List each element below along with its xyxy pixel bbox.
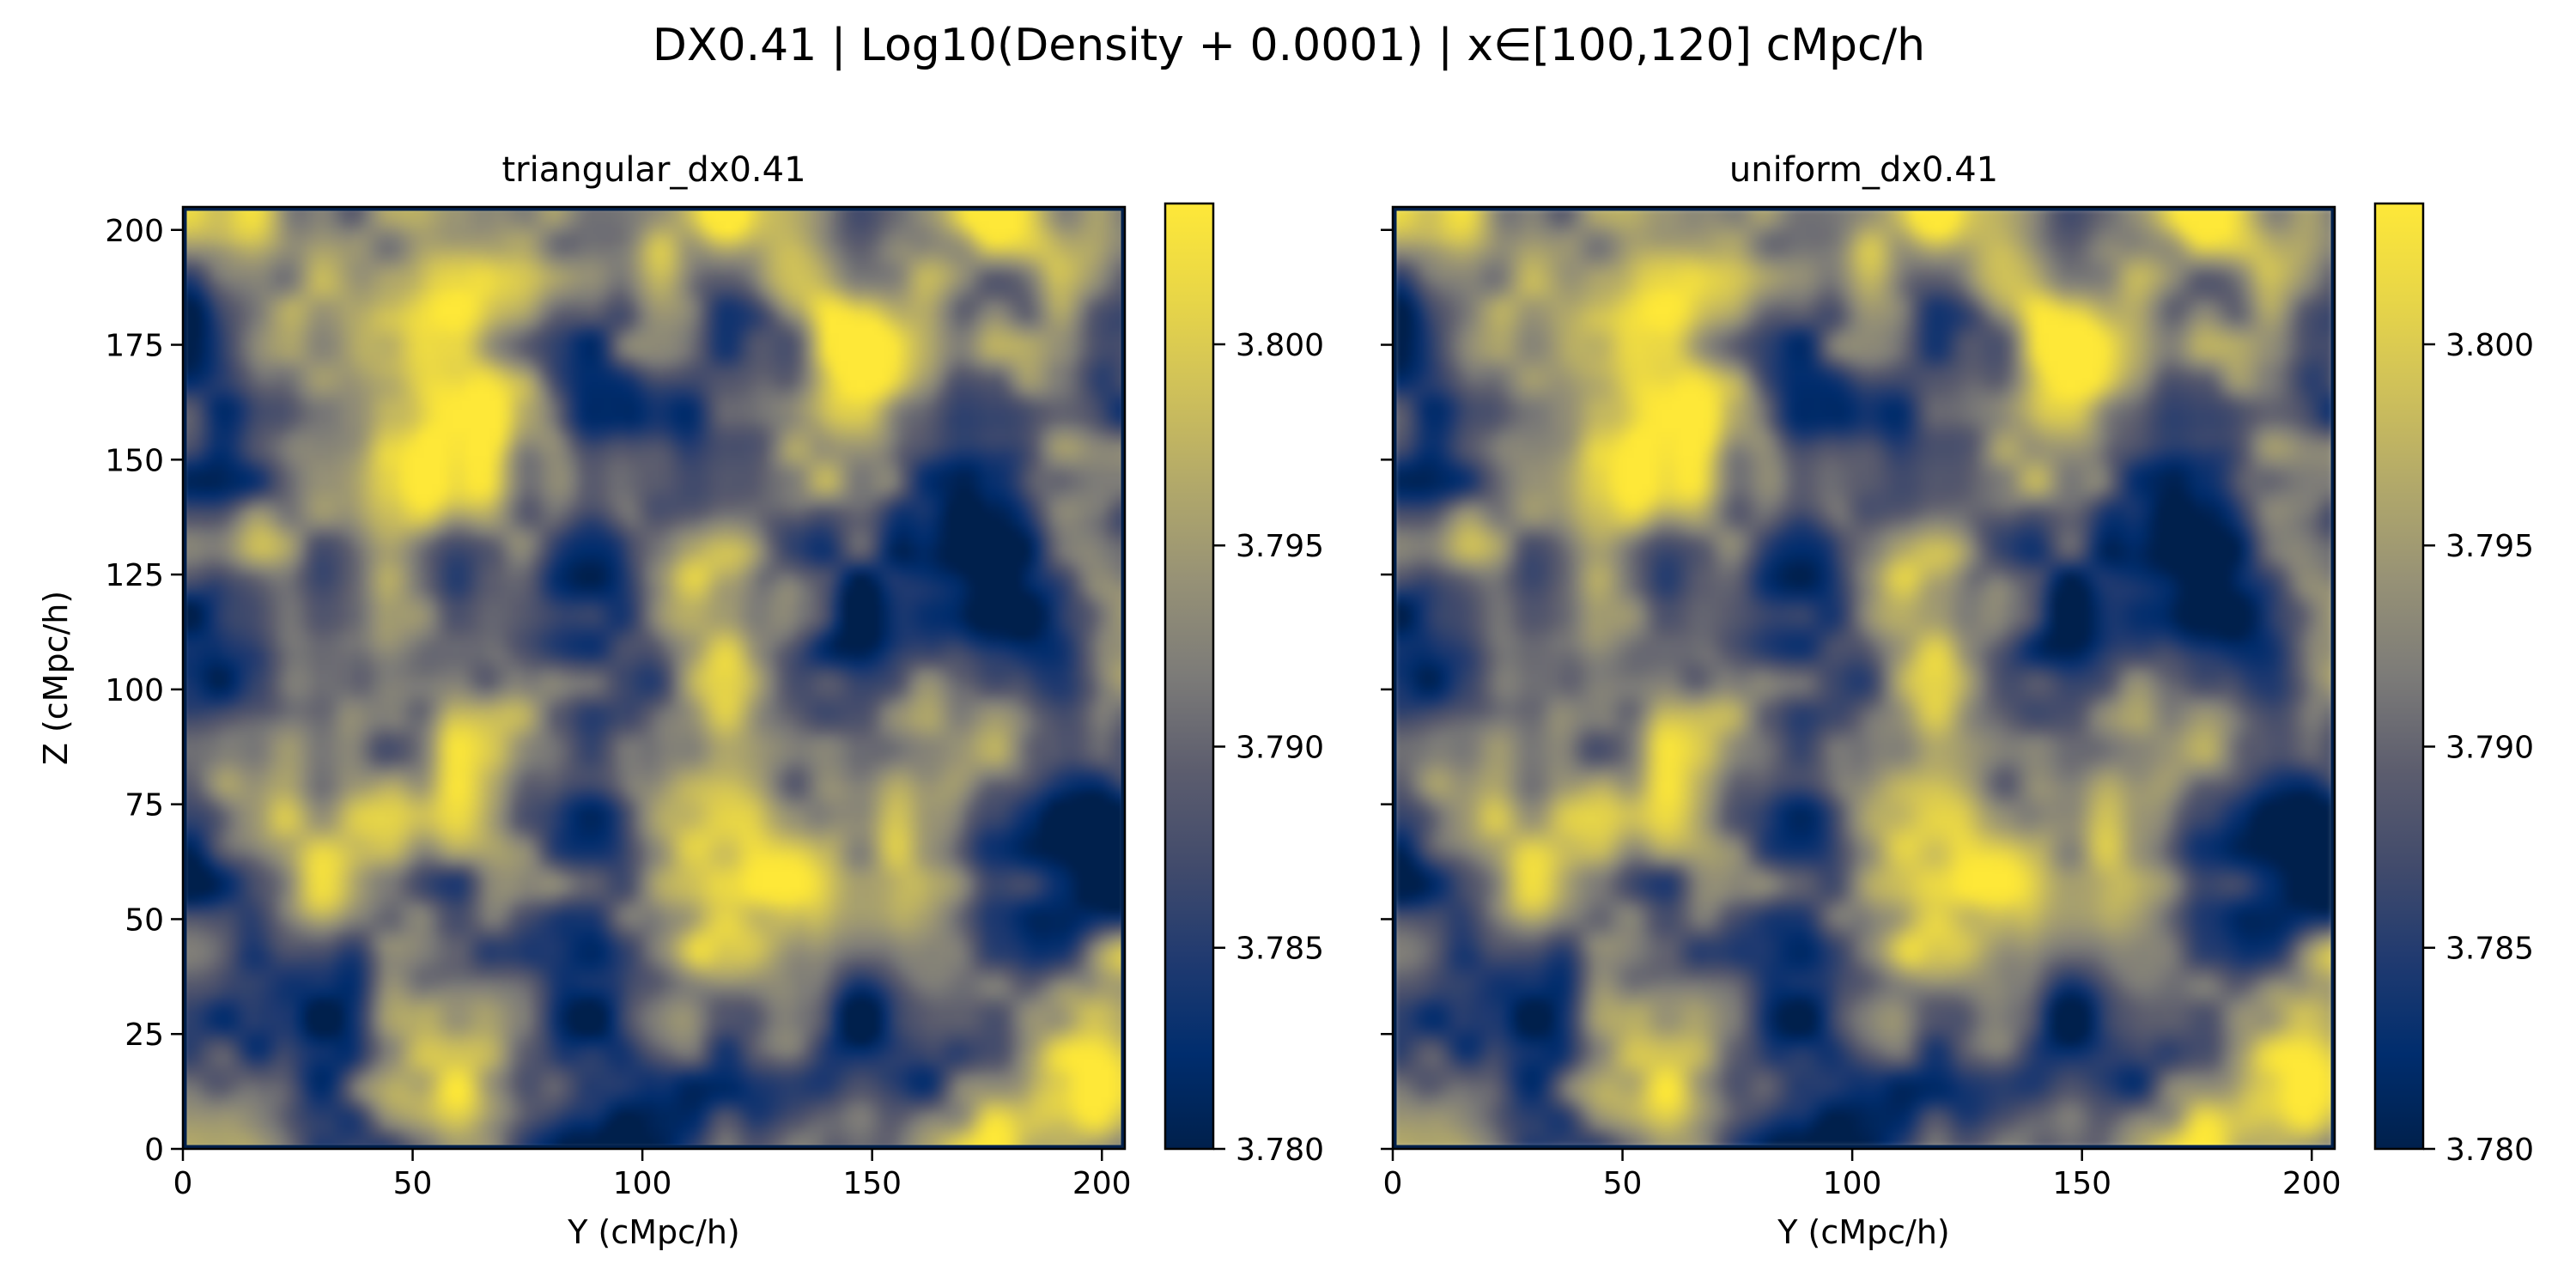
y-tick-label: 125 — [105, 558, 164, 593]
colorbar-tick-label: 3.785 — [1236, 932, 1324, 967]
y-tick-label: 150 — [105, 443, 164, 478]
y-tick-label: 50 — [125, 902, 164, 938]
colorbar-tick-label: 3.795 — [2445, 529, 2534, 564]
colorbar — [1163, 202, 1215, 1151]
x-axis-label: Y (cMpc/h) — [1777, 1213, 1950, 1251]
x-tick-label: 150 — [2052, 1166, 2111, 1201]
panels: 0 50 100 150 200 0 25 50 75 100 125 150 175 200 triang… — [37, 150, 2534, 1251]
heatmap-edge — [182, 206, 1126, 1150]
y-tick-label: 75 — [125, 788, 164, 823]
panel-title: uniform_dx0.41 — [1729, 150, 1998, 190]
colorbar-tick-label: 3.790 — [1236, 730, 1324, 765]
x-tick-label: 50 — [1603, 1166, 1643, 1201]
x-axis-label: Y (cMpc/h) — [567, 1213, 740, 1251]
y-axis-label: Z (cMpc/h) — [37, 591, 75, 765]
y-tick-label: 175 — [105, 329, 164, 364]
x-tick-label: 200 — [2282, 1166, 2342, 1201]
colorbar-tick-label: 3.790 — [2445, 730, 2534, 765]
x-tick-label: 50 — [393, 1166, 433, 1201]
y-tick-label: 25 — [125, 1018, 164, 1053]
colorbar-tick-label: 3.780 — [2445, 1133, 2534, 1168]
colorbar-tick-label: 3.795 — [1236, 529, 1324, 564]
colorbar-tick-label: 3.800 — [1236, 328, 1324, 363]
figure-title: DX0.41 | Log10(Density + 0.0001) | x∈[10… — [653, 20, 1925, 71]
colorbar — [2373, 202, 2425, 1151]
colorbar-tick-label: 3.785 — [2445, 932, 2534, 967]
density-heatmap-2 — [1393, 207, 2335, 1149]
x-tick-label: 100 — [1823, 1166, 1882, 1201]
y-tick-label: 100 — [105, 673, 164, 708]
axes-frame — [181, 205, 1127, 1151]
colorbar-tick-label: 3.800 — [2445, 328, 2534, 363]
y-tick-label: 200 — [105, 214, 164, 249]
heatmap-edge — [1392, 206, 2336, 1150]
y-tick-label: 0 — [144, 1133, 164, 1168]
x-tick-label: 200 — [1072, 1166, 1132, 1201]
colorbar-tick-label: 3.780 — [1236, 1133, 1324, 1168]
x-tick-label: 150 — [842, 1166, 902, 1201]
x-tick-label: 0 — [1383, 1166, 1403, 1201]
density-heatmap-1 — [183, 207, 1125, 1149]
x-tick-label: 100 — [613, 1166, 672, 1201]
x-tick-label: 0 — [173, 1166, 193, 1201]
axes-frame — [1391, 205, 2336, 1151]
panel-title: triangular_dx0.41 — [501, 150, 805, 190]
